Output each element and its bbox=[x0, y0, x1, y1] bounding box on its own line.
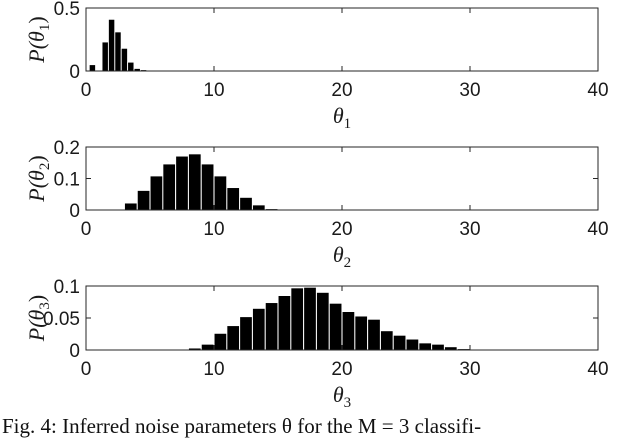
y-tick-label: 0.05 bbox=[43, 309, 80, 330]
axes-box bbox=[85, 7, 599, 72]
bar bbox=[200, 163, 215, 211]
x-tick-label: 30 bbox=[459, 80, 480, 101]
x-tick-label: 20 bbox=[331, 219, 352, 240]
figure-caption: Fig. 4: Inferred noise parameters θ for … bbox=[2, 414, 482, 438]
x-tick-label: 0 bbox=[81, 80, 92, 101]
x-tick-label: 0 bbox=[81, 359, 92, 380]
subplot-3: 0 10 20 30 40 0 0.05 0.1 θ3 P(θ3) bbox=[24, 277, 609, 411]
bar bbox=[431, 343, 445, 351]
x-tick-label: 30 bbox=[459, 359, 480, 380]
bar bbox=[418, 342, 432, 351]
bar bbox=[303, 286, 317, 351]
bar bbox=[101, 41, 109, 72]
bar bbox=[328, 302, 343, 351]
y-tick-label: 0.1 bbox=[54, 277, 80, 298]
y-axis-label: P(θ3) bbox=[24, 295, 53, 342]
bar bbox=[88, 64, 96, 72]
x-tick-label: 40 bbox=[587, 80, 608, 101]
bar bbox=[162, 163, 176, 211]
x-tick-label: 10 bbox=[203, 80, 224, 101]
bar bbox=[114, 31, 122, 72]
bar bbox=[239, 196, 253, 211]
bar bbox=[108, 18, 116, 72]
bar bbox=[252, 307, 266, 351]
y-tick-label: 0.2 bbox=[54, 138, 80, 159]
bar bbox=[213, 175, 228, 211]
x-axis-label: θ3 bbox=[333, 382, 351, 411]
bar bbox=[124, 202, 138, 211]
y-tick-label: 0.5 bbox=[54, 0, 80, 20]
x-tick-label: 10 bbox=[203, 359, 224, 380]
x-axis-label: θ1 bbox=[333, 103, 351, 132]
bar bbox=[252, 204, 266, 211]
bar bbox=[127, 61, 135, 72]
bar bbox=[175, 155, 189, 211]
bar bbox=[341, 311, 356, 351]
bar bbox=[149, 175, 164, 211]
bar bbox=[213, 332, 228, 351]
bar bbox=[120, 47, 128, 72]
bar bbox=[188, 153, 202, 211]
x-tick-label: 20 bbox=[331, 359, 352, 380]
bar bbox=[405, 338, 420, 351]
x-tick-label: 40 bbox=[587, 359, 608, 380]
x-tick-label: 40 bbox=[587, 219, 608, 240]
y-axis-label: P(θ2) bbox=[24, 155, 53, 202]
y-tick-label: 0.1 bbox=[54, 170, 80, 191]
figure: 0 10 20 30 40 0 0.5 θ1 P(θ1) 0 10 20 30 40 0 0.1 0.2 θ2 P(… bbox=[24, 0, 609, 411]
bar bbox=[290, 287, 304, 351]
bar bbox=[316, 291, 330, 351]
bar bbox=[367, 318, 381, 351]
x-tick-label: 0 bbox=[81, 219, 92, 240]
bar bbox=[277, 295, 292, 351]
bar bbox=[200, 343, 215, 351]
bar bbox=[354, 315, 368, 351]
bar bbox=[380, 330, 394, 351]
bar bbox=[239, 316, 253, 351]
y-tick-label: 0 bbox=[69, 341, 80, 362]
x-tick-label: 10 bbox=[203, 219, 224, 240]
x-tick-label: 30 bbox=[459, 219, 480, 240]
y-tick-label: 0 bbox=[69, 62, 80, 83]
x-axis-label: θ2 bbox=[333, 242, 351, 271]
bar bbox=[226, 325, 240, 351]
bar bbox=[392, 334, 407, 351]
x-tick-label: 20 bbox=[331, 80, 352, 101]
subplot-1: 0 10 20 30 40 0 0.5 θ1 P(θ1) bbox=[24, 0, 609, 132]
bar bbox=[136, 190, 151, 211]
bar bbox=[264, 302, 279, 351]
subplot-2: 0 10 20 30 40 0 0.1 0.2 θ2 P(θ2) bbox=[24, 138, 609, 271]
y-axis-label: P(θ1) bbox=[24, 16, 53, 63]
y-tick-label: 0 bbox=[69, 201, 80, 222]
bar bbox=[226, 187, 240, 211]
